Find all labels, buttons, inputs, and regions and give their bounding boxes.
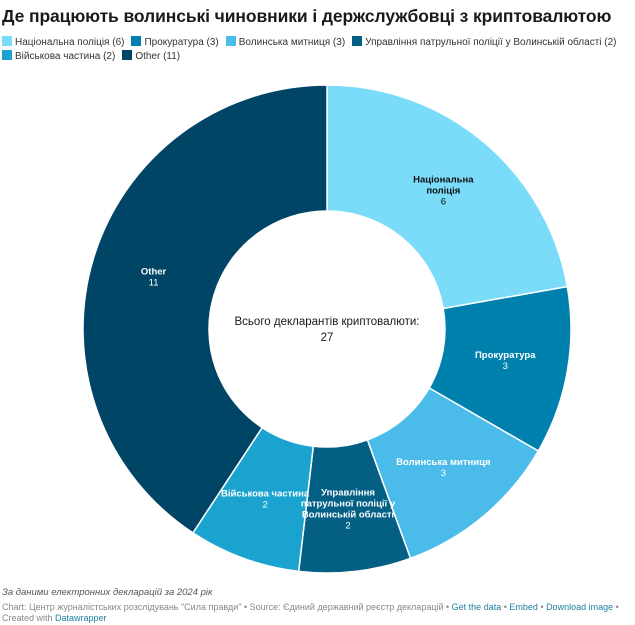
legend-item: Прокуратура (3) [131,36,219,50]
slice-label: Національна поліція 6 [413,174,474,207]
slice-label: Управління патрульної поліції у Волинській… [301,487,396,531]
legend-item: Національна поліція (6) [2,36,124,50]
legend-label: Військова частина (2) [15,51,116,62]
footer-credit: Chart: Центр журналістських розслідувань… [2,602,627,624]
legend-label: Прокуратура (3) [144,37,219,48]
separator: • [537,602,547,612]
credit-text: Chart: Центр журналістських розслідувань… [2,602,452,612]
legend-item: Волинська митниця (3) [225,36,346,50]
datawrapper-link[interactable]: Datawrapper [55,613,107,623]
slice-label: Прокуратура 3 [475,350,536,372]
get-data-link[interactable]: Get the data [451,602,502,612]
legend-swatch [352,36,363,46]
chart-title: Де працюють волинські чиновники і держсл… [2,6,612,26]
embed-link[interactable]: Embed [509,602,538,612]
separator: • [501,602,510,612]
legend-label: Національна поліція (6) [15,37,125,48]
legend-swatch [2,50,12,60]
donut-slice[interactable] [326,84,569,310]
legend-label: Other (11) [135,51,181,62]
slice-label: Військова частина 2 [221,489,310,511]
legend-item: Other (11) [122,50,180,64]
legend-swatch [122,50,133,60]
slice-label: Other 11 [141,267,167,289]
download-image-link[interactable]: Download image [546,602,614,612]
center-label: Всього декларантів криптовалюти: [235,316,420,328]
center-value: 27 [321,332,334,344]
footer-note: За даними електронних декларацій за 2024… [2,587,213,598]
chart-legend: Національна поліція (6) Прокуратура (3) Во… [2,36,627,64]
legend-label: Волинська митниця (3) [238,37,346,48]
legend-item: Військова частина (2) [2,50,115,64]
legend-swatch [225,36,236,46]
donut-slice[interactable] [82,84,328,534]
legend-swatch [2,36,12,46]
slice-label: Волинська митниця 3 [396,457,490,479]
legend-label: Управління патрульної поліції у Волинськ… [365,37,617,48]
created-with-text: • Created with [2,602,619,623]
donut-chart: Національна поліція 6 Прокуратура 3 Волинська… [82,84,572,574]
legend-swatch [131,36,142,46]
legend-item: Управління патрульної поліції у Волинськ… [352,36,617,50]
